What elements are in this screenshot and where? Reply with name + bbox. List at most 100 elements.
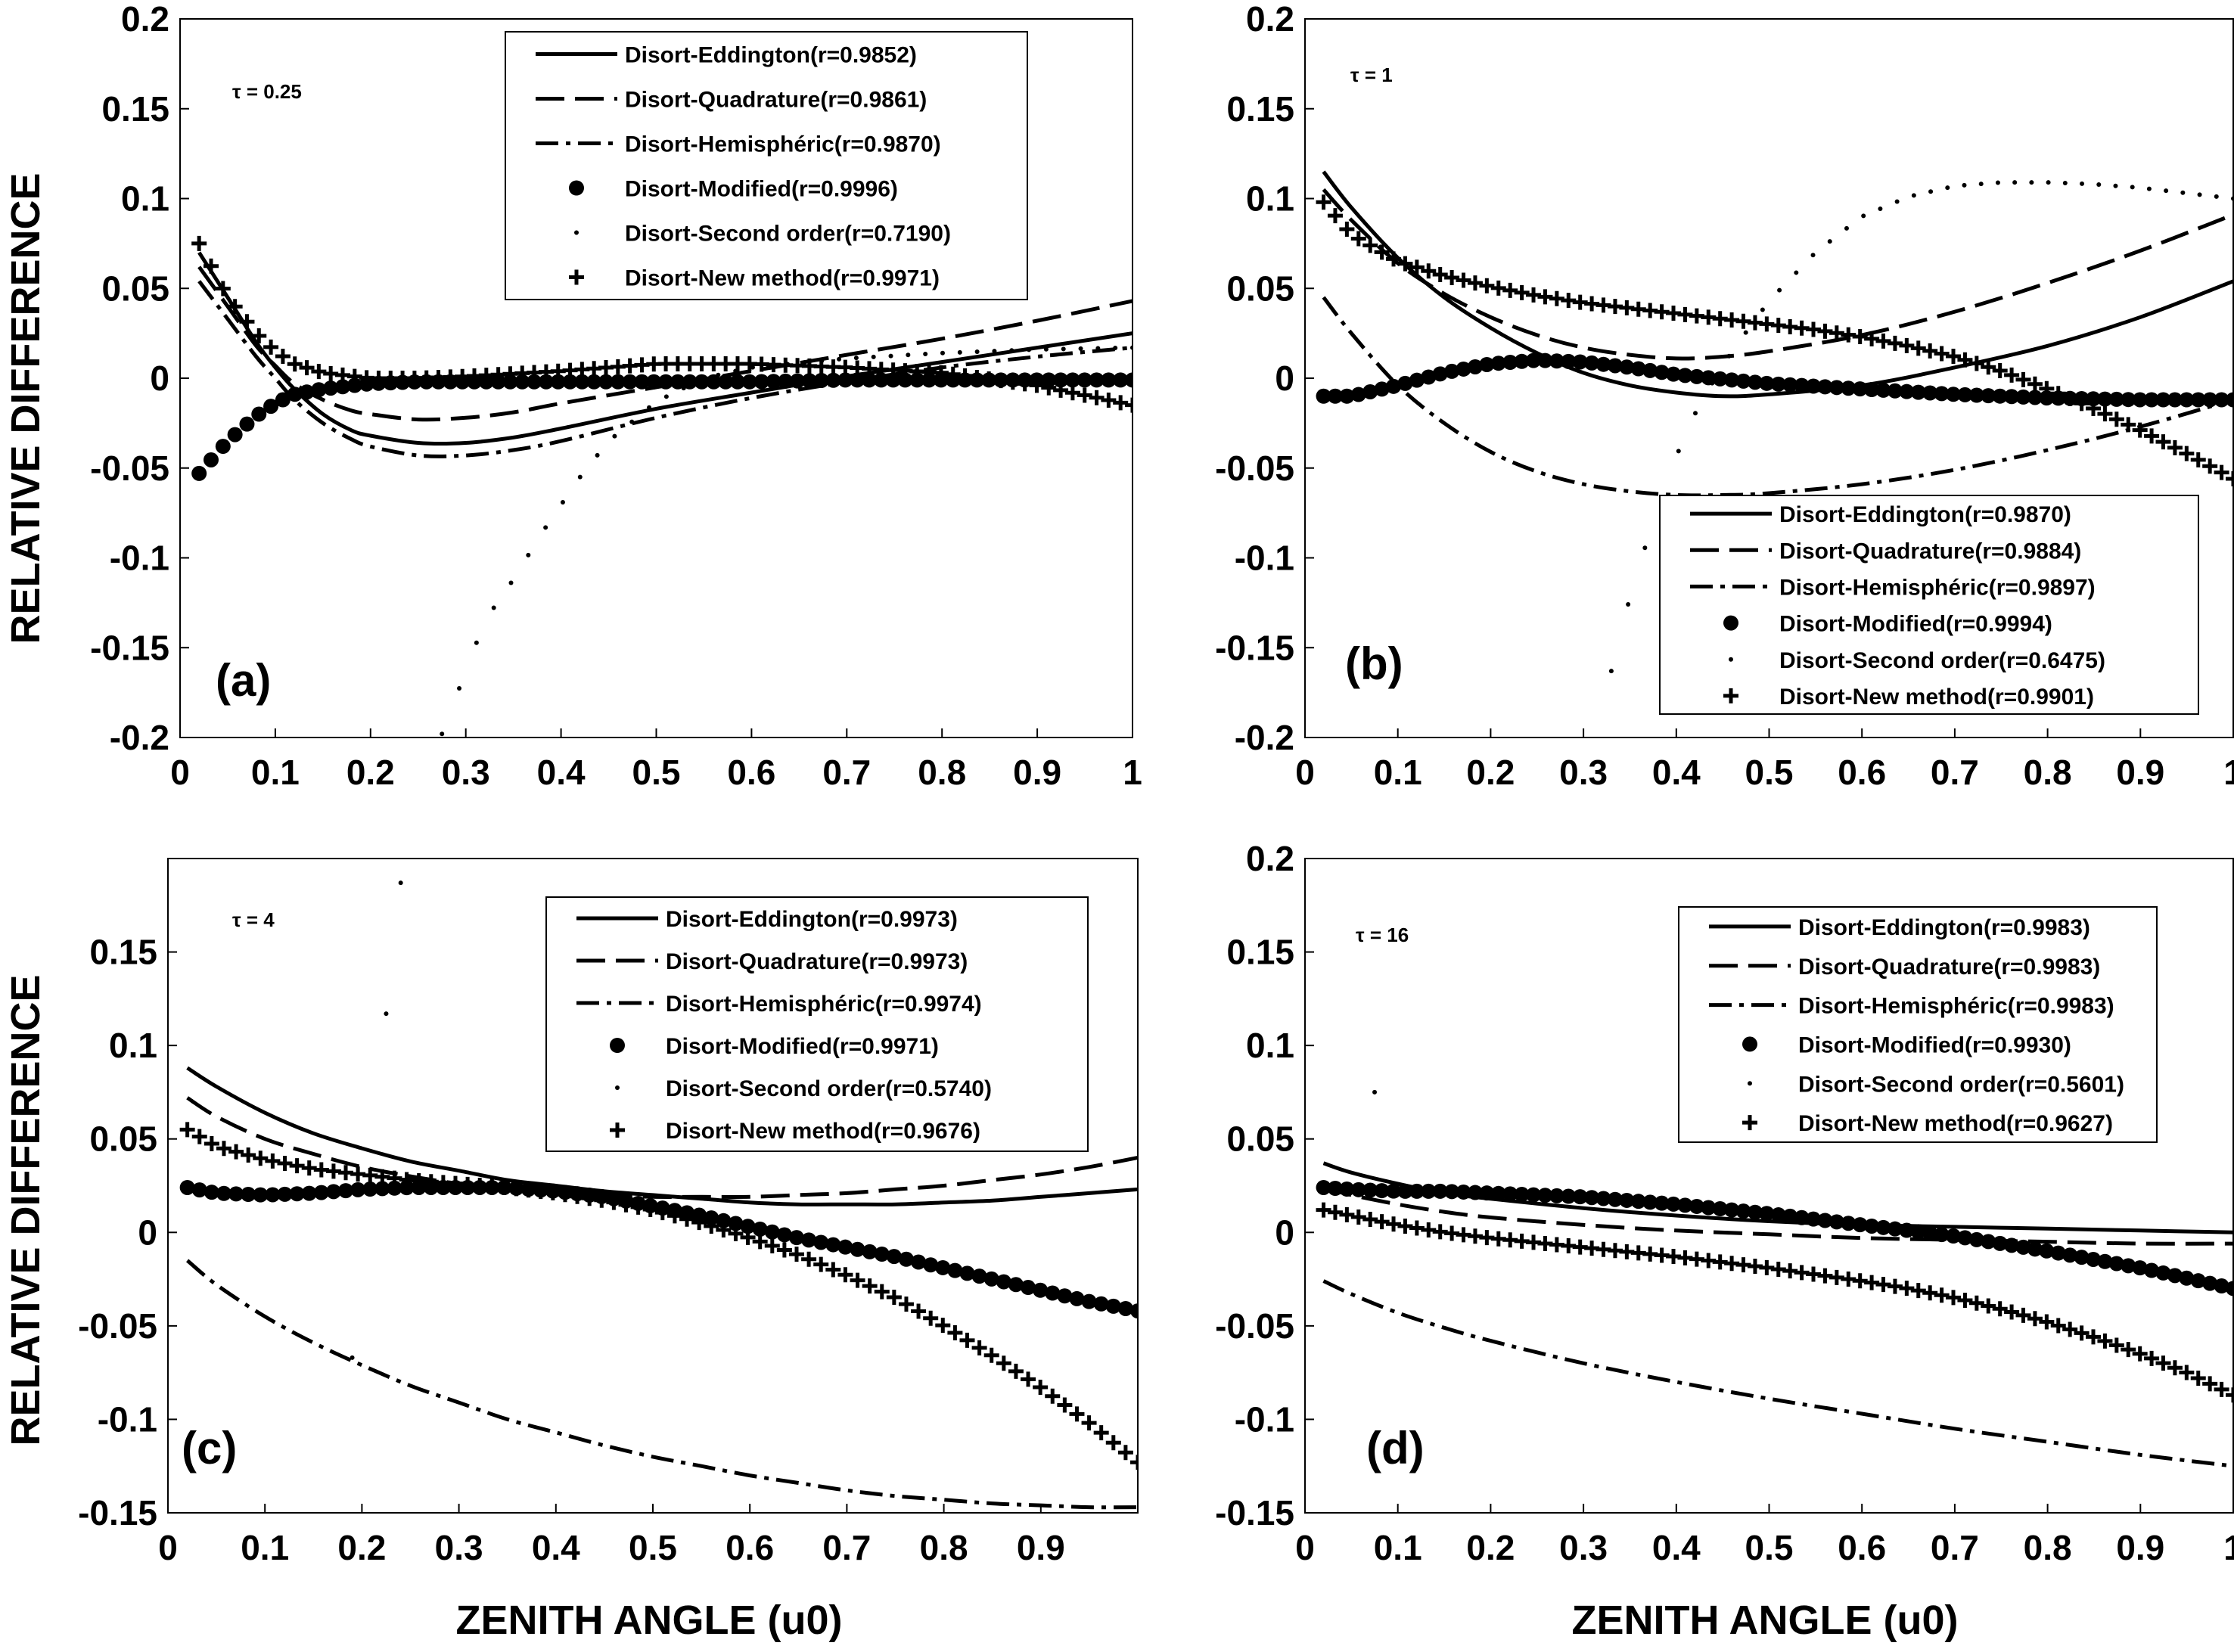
x-tick-label: 0.5 — [632, 753, 681, 792]
y-tick-label: 0.05 — [101, 269, 169, 308]
data-point — [311, 382, 327, 398]
data-point — [1125, 372, 1133, 388]
series-circle-markers — [191, 372, 1133, 481]
data-point — [2015, 389, 2031, 405]
data-point — [265, 1153, 281, 1169]
data-area — [1316, 170, 2233, 674]
data-point — [1626, 601, 1631, 607]
data-point — [898, 1251, 914, 1267]
legend-entry: Disort-Hemisphéric(r=0.9983) — [1798, 994, 2114, 1019]
data-point — [1362, 238, 1378, 253]
data-point — [1899, 337, 1915, 353]
data-point — [2027, 1311, 2043, 1327]
data-point — [1549, 1188, 1564, 1203]
data-point — [1061, 346, 1066, 352]
data-point — [1806, 1211, 1822, 1227]
data-point — [1374, 1214, 1390, 1230]
legend-entry: Disort-Quadrature(r=0.9861) — [625, 88, 927, 113]
data-point — [1934, 1227, 1950, 1243]
legend-box — [1678, 906, 2158, 1143]
data-point — [1817, 1213, 1833, 1228]
data-point — [1607, 358, 1623, 374]
tau-annotation: τ = 4 — [232, 908, 275, 931]
legend-entry: Disort-Eddington(r=0.9852) — [625, 43, 917, 68]
data-point — [1479, 1185, 1495, 1201]
series-dot-markers — [440, 345, 1133, 737]
x-tick-label: 0.5 — [629, 1528, 677, 1567]
data-point — [289, 1158, 305, 1174]
data-point — [1910, 1283, 1926, 1299]
x-tick-label: 0.4 — [537, 753, 586, 792]
data-point — [1069, 1290, 1085, 1306]
data-point — [2062, 390, 2078, 406]
data-point — [1021, 1280, 1036, 1296]
data-point — [2190, 452, 2206, 467]
series-dashed-line — [1322, 188, 2233, 361]
data-point — [728, 1216, 744, 1231]
data-point — [1093, 1425, 1109, 1441]
data-point — [1841, 1216, 1856, 1231]
data-point — [251, 328, 267, 343]
data-point — [577, 474, 583, 480]
data-point — [618, 1197, 634, 1213]
x-tick-label: 0.3 — [1559, 1528, 1608, 1567]
legend-entry: Disort-Modified(r=0.9994) — [1779, 612, 2052, 637]
data-point — [2167, 1360, 2183, 1376]
data-point — [2086, 391, 2102, 407]
x-tick-label: 0.6 — [1838, 1528, 1886, 1567]
data-point — [1934, 346, 1950, 362]
data-point — [752, 1234, 768, 1250]
series-circle-markers — [179, 1179, 1138, 1319]
legend: Disort-Eddington(r=0.9983) Disort-Quadrat… — [1678, 906, 2158, 1143]
data-point — [923, 1257, 939, 1273]
data-point — [1607, 1191, 1623, 1207]
tau-annotation: τ = 1 — [1350, 64, 1393, 86]
legend-swatch — [574, 230, 579, 235]
data-point — [1642, 362, 1658, 378]
data-point — [277, 1186, 293, 1202]
data-point — [704, 1210, 719, 1226]
data-point — [1968, 1295, 1984, 1311]
data-point — [959, 1332, 975, 1348]
panel-2: 0 0.1 0.2 0.3 0.4 0.5 0.6 0.7 0.8 0.9 -0.15 -0.1 -0.… — [78, 858, 1139, 1567]
data-point — [2132, 1346, 2148, 1362]
data-point — [1057, 1288, 1073, 1304]
data-point — [1992, 363, 2008, 379]
data-point — [562, 374, 578, 390]
data-point — [861, 372, 877, 388]
data-point — [2155, 392, 2171, 408]
legend-entry: Disort-Modified(r=0.9930) — [1798, 1032, 2071, 1057]
legend-entry: Disort-Quadrature(r=0.9973) — [666, 949, 968, 974]
legend-swatch — [1729, 657, 1733, 662]
data-point — [1992, 1235, 2008, 1251]
data-point — [2108, 1256, 2124, 1272]
data-point — [622, 374, 638, 390]
data-point — [1105, 1435, 1121, 1451]
data-point — [789, 1247, 804, 1262]
data-point — [1677, 1197, 1693, 1213]
data-point — [1386, 1216, 1402, 1232]
data-point — [594, 1192, 610, 1208]
data-point — [1946, 1290, 1962, 1306]
data-point — [898, 1296, 914, 1312]
data-point — [2027, 1241, 2043, 1257]
data-point — [1397, 375, 1413, 391]
data-point — [203, 452, 219, 467]
x-tick-label: 1 — [2223, 1528, 2234, 1567]
data-point — [1374, 381, 1390, 397]
legend-entry: Disort-Hemisphéric(r=0.9897) — [1779, 575, 2096, 600]
legend-entry: Disort-New method(r=0.9971) — [625, 266, 940, 291]
data-point — [311, 364, 327, 380]
data-point — [1053, 382, 1069, 398]
data-point — [598, 374, 614, 390]
data-point — [1875, 382, 1891, 398]
data-point — [1735, 1203, 1751, 1219]
data-point — [1726, 353, 1732, 359]
data-point — [241, 1147, 256, 1163]
data-point — [2167, 1268, 2183, 1284]
data-point — [1372, 1089, 1378, 1095]
data-point — [862, 1244, 878, 1259]
data-point — [323, 380, 339, 396]
data-point — [2202, 1376, 2218, 1392]
